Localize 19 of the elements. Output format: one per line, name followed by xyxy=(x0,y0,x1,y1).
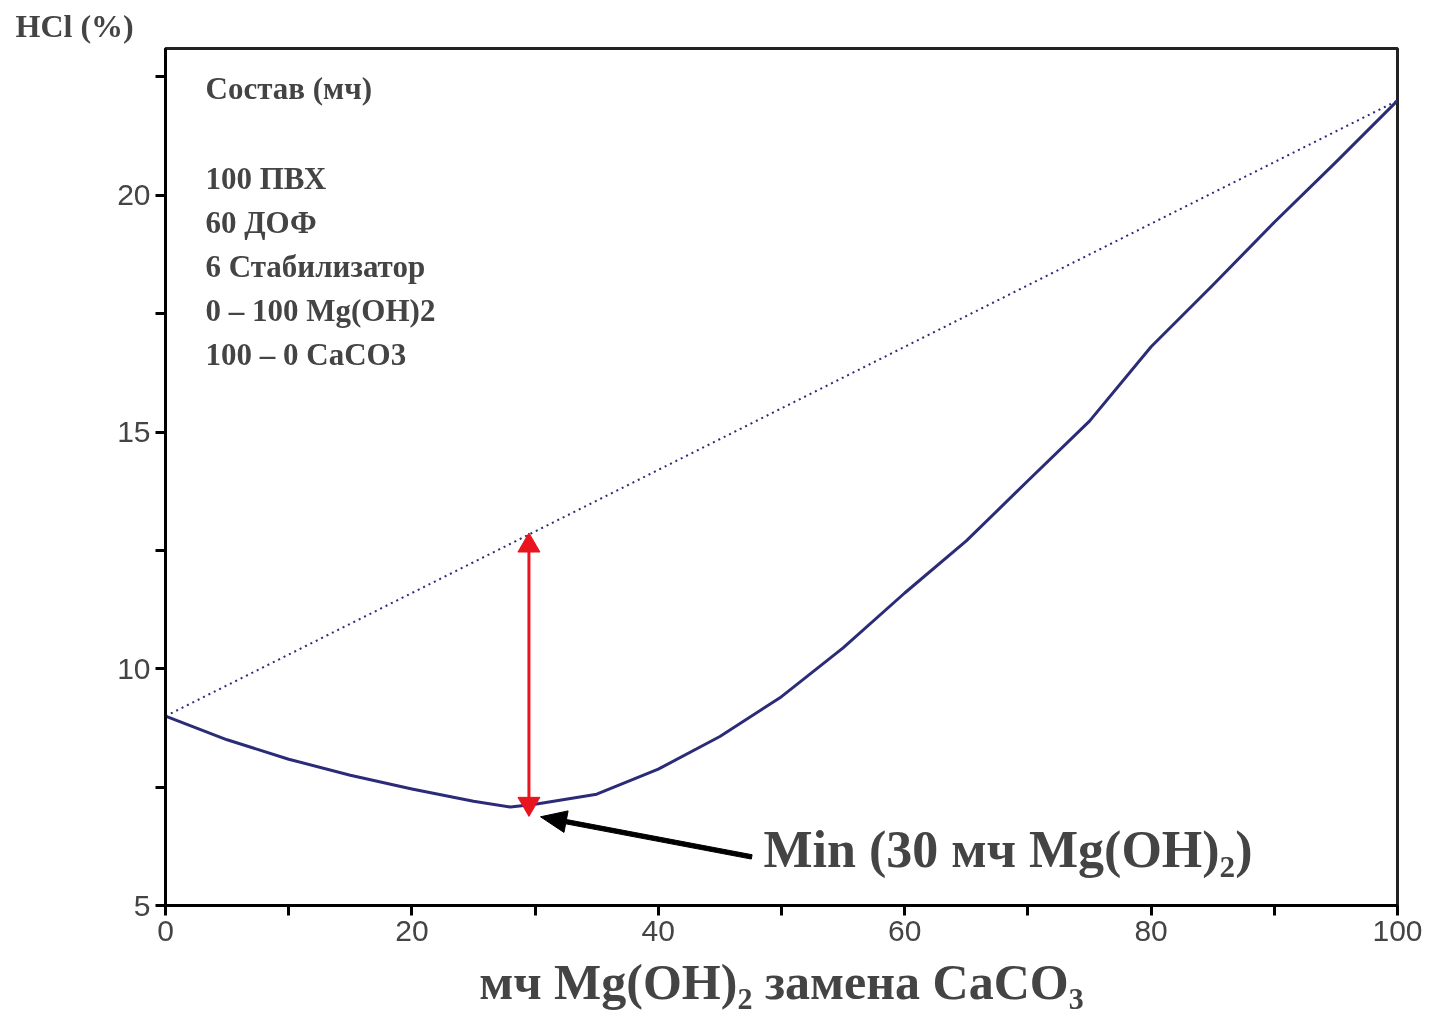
y-tick-label: 5 xyxy=(133,888,151,922)
x-tick-label: 80 xyxy=(1134,913,1168,947)
annotation: 60 ДОФ xyxy=(205,204,317,240)
x-tick-label: 0 xyxy=(157,913,174,947)
annotation: 100 ПВХ xyxy=(205,160,327,196)
annotation: 6 Стабилизатор xyxy=(205,248,426,284)
y-tick-label: 15 xyxy=(117,415,151,449)
annotation: 100 – 0 CaCO3 xyxy=(205,336,407,372)
annotation: 0 – 100 Mg(OH)2 xyxy=(205,292,436,328)
x-tick-label: 60 xyxy=(888,913,922,947)
x-tick-label: 100 xyxy=(1372,913,1423,947)
y-tick-label: 20 xyxy=(117,178,151,212)
y-axis-title: HCl (%) xyxy=(15,7,134,44)
y-tick-label: 10 xyxy=(117,651,151,685)
annotation: Min (30 мч Mg(OH)₂) xyxy=(763,820,1253,879)
x-tick-label: 20 xyxy=(395,913,429,947)
annotation: Состав (мч) xyxy=(205,70,372,106)
x-axis-title: мч Mg(OH)₂ замена CaCO₃ xyxy=(479,953,1084,1010)
x-tick-label: 40 xyxy=(641,913,675,947)
